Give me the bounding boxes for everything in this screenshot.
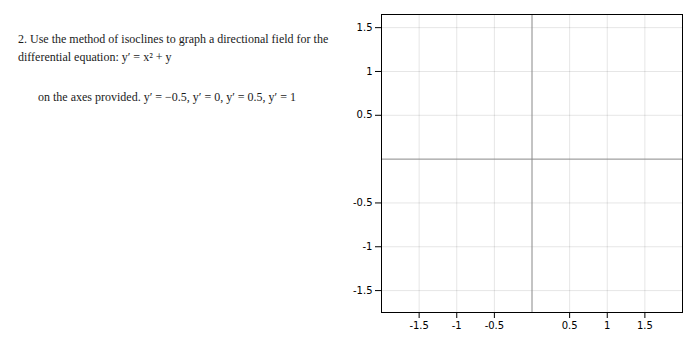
svg-text:-1.5: -1.5 xyxy=(409,320,429,331)
html-text:2. Use the method of isoclines: 2. Use the method of isoclines to graph … xyxy=(18,32,329,64)
svg-text:1.5: 1.5 xyxy=(357,22,373,33)
svg-text:-1.5: -1.5 xyxy=(353,285,373,296)
svg-text:1: 1 xyxy=(366,66,372,77)
svg-text:-0.5: -0.5 xyxy=(485,320,505,331)
svg-text:1.5: 1.5 xyxy=(637,320,653,331)
svg-text:1: 1 xyxy=(604,320,610,331)
svg-text:-1: -1 xyxy=(452,320,462,331)
svg-text:0.5: 0.5 xyxy=(562,320,578,331)
svg-text:0.5: 0.5 xyxy=(357,109,373,120)
html-text:on the axes provided. y′ = −0.: on the axes provided. y′ = −0.5, y′ = 0,… xyxy=(38,90,296,104)
svg-text:-1: -1 xyxy=(363,241,373,252)
svg-text:-0.5: -0.5 xyxy=(353,197,373,208)
